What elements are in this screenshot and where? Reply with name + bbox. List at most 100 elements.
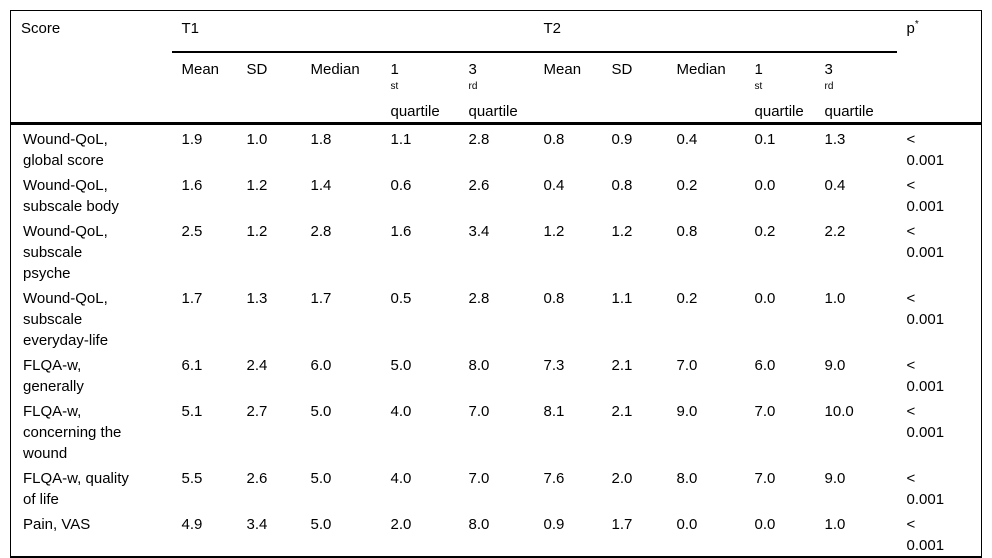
t2-sd-cell: 0.8	[611, 177, 633, 194]
table-row-wound-qol-global: Wound-QoL, global score 1.9 1.0 1.8 1.1 …	[11, 124, 982, 172]
col-subheader-q3-t2: 3 rd quartile	[814, 52, 897, 125]
t1-median-cell: 5.0	[310, 516, 332, 533]
p-value-cell: < 0.001	[906, 516, 945, 554]
t1-q1-cell: 1.6	[390, 223, 412, 240]
header-sub-row: Mean SD Median 1 st quartile 3 rd quartile M…	[11, 52, 982, 125]
t2-q1-cell: 7.0	[754, 470, 776, 487]
p-header-asterisk: *	[914, 19, 919, 30]
t2-mean-cell: 8.1	[543, 403, 565, 420]
t1-q3-cell: 8.0	[468, 357, 490, 374]
table-row-wound-qol-body: Wound-QoL, subscale body 1.6 1.2 1.4 0.6…	[11, 171, 982, 217]
t1-median-cell: 1.7	[310, 290, 332, 307]
score-cell: Wound-QoL, subscale body	[23, 177, 119, 215]
t1-sd-cell: 1.2	[246, 177, 268, 194]
table-row-flqa-wound: FLQA-w, concerning the wound 5.1 2.7 5.0…	[11, 397, 982, 464]
t2-q3-cell: 9.0	[824, 470, 846, 487]
t1-sd-cell: 2.4	[246, 357, 268, 374]
t2-mean-cell: 1.2	[543, 223, 565, 240]
q3-quartile-word: quartile	[468, 103, 518, 120]
col-subheader-q1-t1: 1 st quartile	[380, 52, 459, 125]
t2-mean-cell: 7.6	[543, 470, 565, 487]
t1-q1-cell: 4.0	[390, 470, 412, 487]
col-subheader-q3-t1: 3 rd quartile	[458, 52, 534, 125]
t2-q1-cell: 0.0	[754, 290, 776, 307]
t2-q3-cell: 10.0	[824, 403, 854, 420]
col-subheader-mean-t2: Mean	[533, 52, 602, 125]
score-cell: FLQA-w, quality of life	[23, 470, 129, 508]
t2-mean-cell: 0.8	[543, 290, 565, 307]
t1-sd-cell: 1.2	[246, 223, 268, 240]
t2-q3-cell: 9.0	[824, 357, 846, 374]
p-header-base: p	[906, 20, 915, 37]
t2-q1-cell: 6.0	[754, 357, 776, 374]
score-cell: Wound-QoL, global score	[23, 131, 108, 169]
q1-ordinal-suffix: st	[390, 81, 399, 92]
table-row-wound-qol-psyche: Wound-QoL, subscale psyche 2.5 1.2 2.8 1…	[11, 217, 982, 284]
t2-mean-cell: 0.8	[543, 131, 565, 148]
t2-median-cell: 0.0	[676, 516, 698, 533]
t1-sd-cell: 2.6	[246, 470, 268, 487]
t1-median-cell: 5.0	[310, 403, 332, 420]
t1-mean-cell: 2.5	[181, 223, 203, 240]
q3-number: 3	[468, 61, 477, 78]
score-cell: Pain, VAS	[23, 516, 91, 533]
t1-mean-cell: 5.5	[181, 470, 203, 487]
p-value-cell: < 0.001	[906, 223, 945, 261]
q3-ordinal-suffix: rd	[824, 81, 834, 92]
t1-median-cell: 5.0	[310, 470, 332, 487]
q3-quartile-word: quartile	[824, 103, 874, 120]
t2-median-cell: 8.0	[676, 470, 698, 487]
q3-ordinal-suffix: rd	[468, 81, 478, 92]
col-subheader-mean-t1: Mean	[171, 52, 237, 125]
col-group-header-t1: T1	[171, 10, 534, 53]
t1-sd-cell: 1.3	[246, 290, 268, 307]
col-subheader-median-t2: Median	[666, 52, 745, 125]
t1-q3-cell: 2.8	[468, 290, 490, 307]
t2-q3-cell: 0.4	[824, 177, 846, 194]
header-group-row: Score T1 T2 p*	[10, 10, 982, 125]
t1-q3-cell: 3.4	[468, 223, 490, 240]
p-value-cell: < 0.001	[906, 403, 945, 441]
t1-q3-cell: 8.0	[468, 516, 490, 533]
t1-q1-cell: 0.6	[390, 177, 412, 194]
q1-number: 1	[390, 61, 399, 78]
t1-mean-cell: 4.9	[181, 516, 203, 533]
t2-sd-cell: 0.9	[611, 131, 633, 148]
document-page: Score T1 T2 p* Mean SD Median 1 st quartil…	[10, 10, 983, 558]
q1-ordinal-suffix: st	[754, 81, 763, 92]
t2-sd-cell: 2.0	[611, 470, 633, 487]
t2-sd-cell: 2.1	[611, 403, 633, 420]
t1-q1-cell: 5.0	[390, 357, 412, 374]
t1-mean-cell: 5.1	[181, 403, 203, 420]
p-value-cell: < 0.001	[906, 470, 945, 508]
t1-mean-cell: 1.7	[181, 290, 203, 307]
t1-q1-cell: 4.0	[390, 403, 412, 420]
table-row-flqa-qol: FLQA-w, quality of life 5.5 2.6 5.0 4.0 …	[11, 464, 982, 510]
p-value-cell: < 0.001	[906, 357, 945, 395]
t2-q1-cell: 0.1	[754, 131, 776, 148]
t2-median-cell: 0.2	[676, 290, 698, 307]
col-header-p: p*	[896, 10, 982, 125]
table-row-pain-vas: Pain, VAS 4.9 3.4 5.0 2.0 8.0 0.9 1.7 0.…	[11, 510, 982, 557]
p-value-cell: < 0.001	[906, 131, 945, 169]
col-subheader-sd-t2: SD	[601, 52, 667, 125]
t2-q1-cell: 0.0	[754, 177, 776, 194]
t1-q3-cell: 7.0	[468, 403, 490, 420]
t2-median-cell: 0.4	[676, 131, 698, 148]
t1-q1-cell: 1.1	[390, 131, 412, 148]
t2-q3-cell: 1.3	[824, 131, 846, 148]
results-table: Score T1 T2 p* Mean SD Median 1 st quartil…	[10, 10, 983, 558]
t1-q1-cell: 2.0	[390, 516, 412, 533]
t2-median-cell: 7.0	[676, 357, 698, 374]
score-cell: FLQA-w, generally	[23, 357, 84, 395]
t1-median-cell: 1.4	[310, 177, 332, 194]
t1-median-cell: 1.8	[310, 131, 332, 148]
t2-median-cell: 9.0	[676, 403, 698, 420]
t2-q3-cell: 2.2	[824, 223, 846, 240]
t2-q1-cell: 7.0	[754, 403, 776, 420]
col-header-score: Score	[10, 10, 172, 125]
t2-q3-cell: 1.0	[824, 290, 846, 307]
t2-median-cell: 0.2	[676, 177, 698, 194]
t2-q1-cell: 0.0	[754, 516, 776, 533]
col-subheader-sd-t1: SD	[236, 52, 301, 125]
